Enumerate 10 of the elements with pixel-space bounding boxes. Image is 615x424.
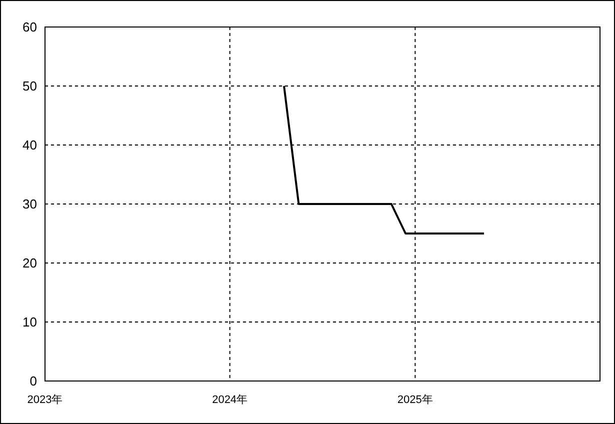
x-tick-label: 2025年 (397, 394, 433, 406)
y-tick-label: 50 (22, 78, 37, 94)
x-tick-label: 2023年 (27, 394, 63, 406)
x-tick-label: 2024年 (212, 394, 248, 406)
y-tick-label: 40 (22, 138, 37, 153)
y-tick-label: 10 (22, 314, 37, 330)
y-tick-label: 20 (22, 256, 37, 271)
y-tick-label: 60 (22, 20, 37, 35)
y-tick-label: 0 (30, 374, 37, 389)
y-tick-label: 30 (22, 196, 37, 212)
